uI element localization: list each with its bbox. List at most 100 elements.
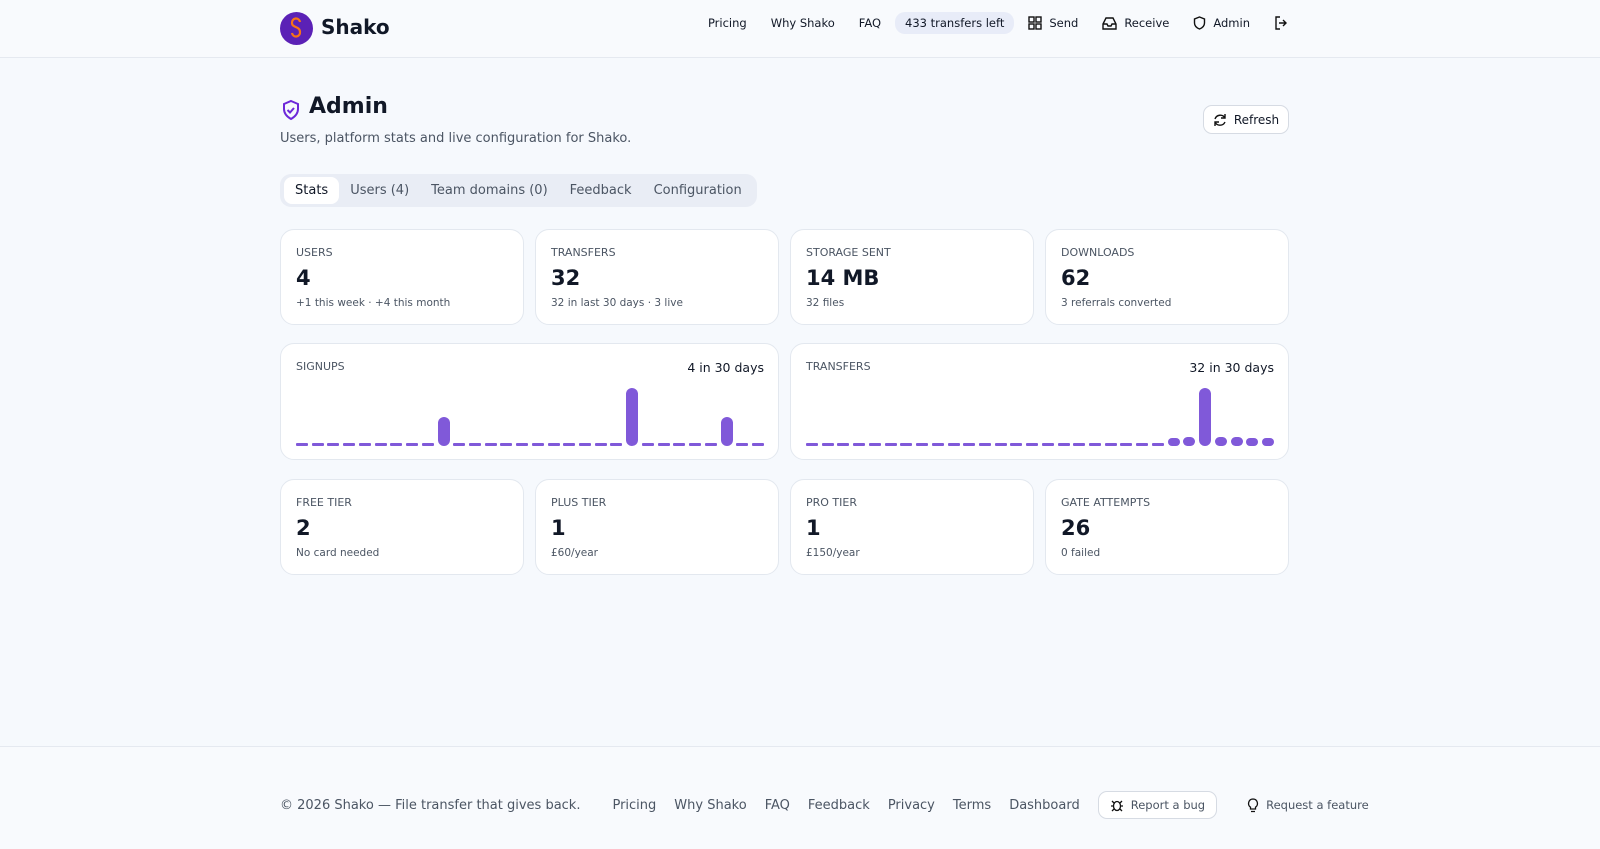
- bar: [484, 443, 497, 446]
- bar: [947, 443, 960, 446]
- bar: [563, 443, 576, 446]
- bar: [1120, 443, 1133, 446]
- footer: © 2026 Shako — File transfer that gives …: [0, 746, 1600, 849]
- icon: [1248, 797, 1259, 812]
- stat-value: 14 MB: [806, 266, 880, 290]
- stat-value: 4: [296, 266, 311, 290]
- footer-link[interactable]: Why Shako: [674, 797, 747, 813]
- bar: [916, 443, 929, 446]
- bar: [437, 417, 450, 446]
- bar: [994, 443, 1007, 446]
- icon: [1214, 113, 1226, 126]
- bar: [1041, 443, 1054, 446]
- stat-card: PRO TIER 1 £150/year: [790, 479, 1034, 575]
- stat-note: 32 files: [806, 297, 845, 309]
- bar: [1010, 443, 1023, 446]
- bar: [1214, 437, 1227, 446]
- footer-link[interactable]: Dashboard: [1009, 797, 1080, 813]
- bar: [500, 443, 513, 446]
- footer-link[interactable]: Terms: [952, 797, 992, 813]
- bar: [720, 417, 733, 446]
- report-bug[interactable]: Report a bug: [1097, 791, 1218, 819]
- brand[interactable]: Shako: [321, 15, 390, 39]
- stat-note: £150/year: [806, 547, 860, 559]
- bar: [736, 443, 749, 446]
- bar: [468, 443, 481, 446]
- stat-note: +1 this week · +4 this month: [296, 297, 451, 309]
- bar: [704, 443, 717, 446]
- tab[interactable]: Stats: [284, 177, 340, 204]
- admin[interactable]: Admin: [1193, 16, 1250, 30]
- bar: [296, 443, 308, 446]
- bar: [641, 443, 654, 446]
- stat-label: GATE ATTEMPTS: [1061, 496, 1151, 509]
- bar: [821, 443, 834, 446]
- bar: [1262, 438, 1274, 446]
- stat-label: PRO TIER: [806, 496, 857, 509]
- bar: [1073, 443, 1086, 446]
- bar: [421, 443, 434, 446]
- tab[interactable]: Feedback: [569, 183, 632, 198]
- tab[interactable]: Users (4): [350, 183, 410, 198]
- bar: [1167, 438, 1180, 446]
- icon: [1102, 16, 1118, 30]
- icon: [1110, 800, 1123, 812]
- chart-card: TRANSFERS 32 in 30 days: [790, 343, 1289, 460]
- bar: [626, 388, 639, 446]
- bar: [752, 443, 764, 446]
- chart-summary: 4 in 30 days: [687, 360, 764, 375]
- bar: [1057, 443, 1070, 446]
- bar: [853, 443, 866, 446]
- footer-link[interactable]: Feedback: [807, 797, 870, 813]
- bar: [610, 443, 623, 446]
- bar: [594, 443, 607, 446]
- footer-link[interactable]: Pricing: [612, 797, 657, 813]
- bar: [689, 443, 702, 446]
- stat-label: PLUS TIER: [551, 496, 607, 509]
- bar: [406, 443, 419, 446]
- nav-link[interactable]: Pricing: [707, 16, 747, 30]
- icon: [1194, 16, 1206, 30]
- bar: [884, 443, 897, 446]
- nav-link[interactable]: FAQ: [858, 16, 882, 30]
- chart-label: SIGNUPS: [296, 360, 345, 373]
- tab[interactable]: Team domains (0): [431, 183, 548, 198]
- stat-value: 1: [551, 516, 566, 540]
- footer-link[interactable]: FAQ: [764, 797, 790, 813]
- bar: [516, 443, 529, 446]
- bar: [1104, 443, 1117, 446]
- label: Refresh: [1233, 112, 1280, 127]
- stat-value: 26: [1061, 516, 1091, 540]
- bar: [931, 443, 944, 446]
- receive[interactable]: Receive: [1102, 16, 1169, 30]
- bar: [1089, 443, 1102, 446]
- bar: [837, 443, 850, 446]
- logo[interactable]: [280, 12, 313, 45]
- bar: [390, 443, 403, 446]
- nav-link[interactable]: Why Shako: [770, 16, 835, 30]
- stat-label: DOWNLOADS: [1061, 246, 1135, 259]
- bar: [657, 443, 670, 446]
- tab[interactable]: Configuration: [653, 183, 742, 198]
- footer-link[interactable]: Privacy: [887, 797, 935, 813]
- admin-icon: [283, 99, 299, 121]
- chart-label: TRANSFERS: [806, 360, 871, 373]
- stat-label: TRANSFERS: [551, 246, 616, 259]
- refresh-button[interactable]: Refresh: [1203, 105, 1289, 134]
- stat-card: DOWNLOADS 62 3 referrals converted: [1045, 229, 1289, 325]
- send[interactable]: Send: [1028, 16, 1078, 30]
- bar: [868, 443, 881, 446]
- bar: [1183, 437, 1196, 446]
- label: Report a bug: [1130, 798, 1206, 812]
- footer-links: © 2026 Shako — File transfer that gives …: [280, 791, 1369, 819]
- bar: [579, 443, 592, 446]
- subtitle: Users, platform stats and live configura…: [280, 131, 632, 146]
- logout[interactable]: [1274, 16, 1288, 30]
- request-feature[interactable]: Request a feature: [1247, 797, 1369, 813]
- header: Shako Pricing Why Shako FAQ 433 transfer…: [0, 0, 1600, 58]
- label: Admin: [1213, 16, 1250, 30]
- stat-card: TRANSFERS 32 32 in last 30 days · 3 live: [535, 229, 779, 325]
- bar: [1199, 388, 1212, 446]
- bar: [311, 443, 324, 446]
- bar: [547, 443, 560, 446]
